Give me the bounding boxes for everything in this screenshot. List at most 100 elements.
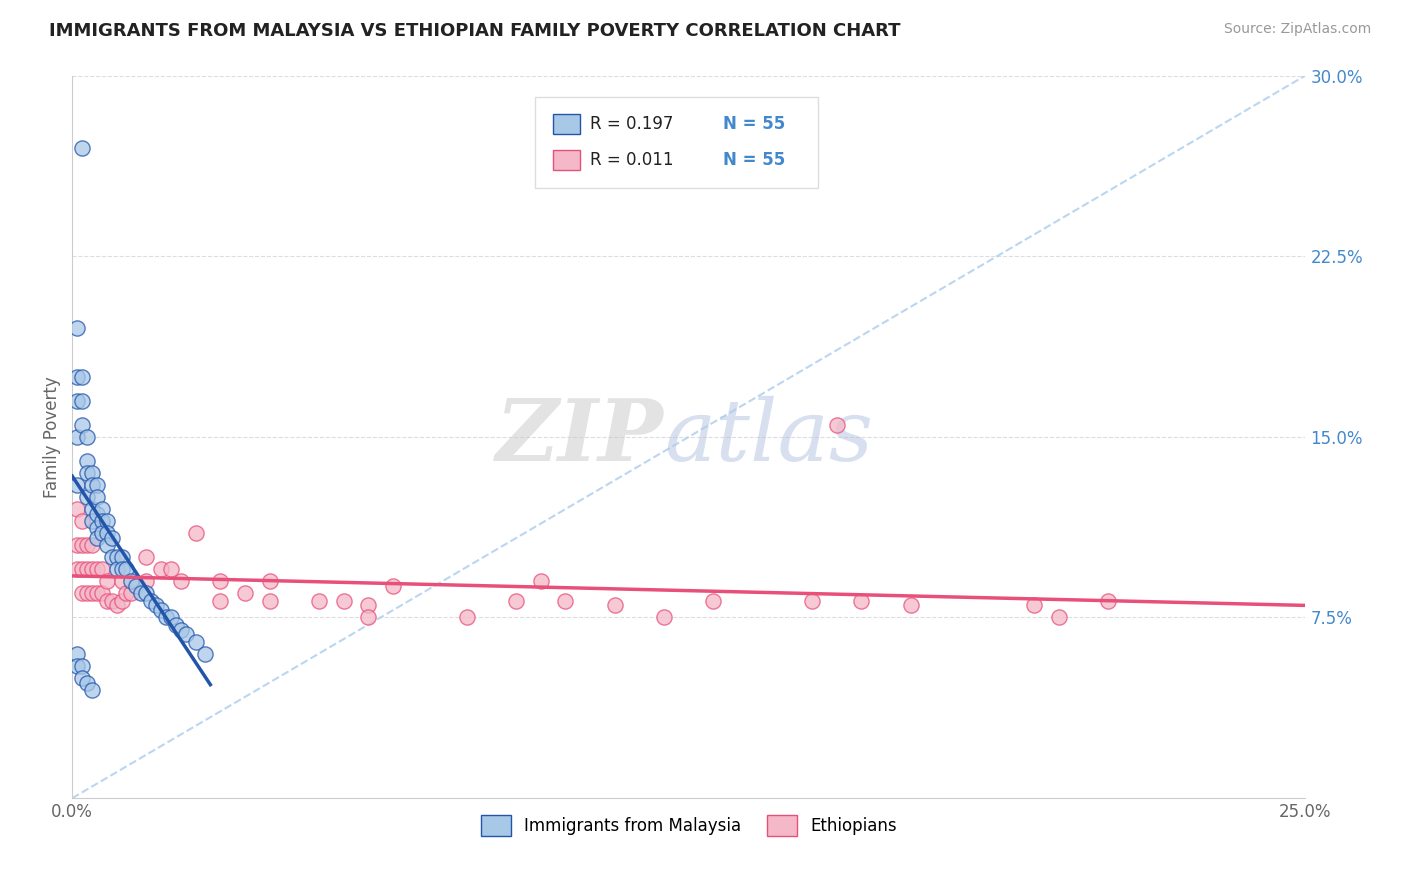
Point (96, 574, 118, 589)
Point (160, 610, 183, 624)
Point (66, 369, 89, 384)
Point (66, 321, 89, 335)
Point (105, 562, 128, 576)
Point (554, 593, 576, 607)
Point (70, 562, 93, 576)
Point (165, 617, 187, 632)
Point (66, 538, 89, 552)
Text: R = 0.011: R = 0.011 (591, 151, 673, 169)
Point (233, 586, 256, 600)
Point (86, 521, 108, 535)
Point (530, 574, 553, 589)
Point (66, 502, 89, 516)
Point (825, 417, 848, 432)
Point (135, 550, 157, 565)
Point (70, 586, 93, 600)
Point (76, 586, 98, 600)
Legend: Immigrants from Malaysia, Ethiopians: Immigrants from Malaysia, Ethiopians (472, 807, 905, 844)
Point (86, 478, 108, 492)
Point (125, 579, 148, 593)
Point (80, 538, 103, 552)
Point (381, 579, 404, 593)
Point (86, 562, 108, 576)
Point (76, 490, 98, 504)
Point (70, 538, 93, 552)
Point (86, 507, 108, 521)
Point (70, 514, 93, 528)
Point (110, 562, 132, 576)
Point (66, 658, 89, 673)
Point (259, 593, 281, 607)
Point (209, 574, 232, 589)
Point (505, 593, 527, 607)
Point (76, 562, 98, 576)
Point (900, 599, 922, 613)
Bar (553, 150, 581, 170)
Point (174, 627, 197, 641)
Point (66, 430, 89, 444)
Point (76, 466, 98, 480)
Point (70, 417, 93, 432)
Point (115, 586, 138, 600)
Point (110, 550, 132, 565)
Point (259, 574, 281, 589)
Point (76, 430, 98, 444)
Point (652, 610, 675, 624)
Point (194, 647, 217, 661)
Point (80, 478, 103, 492)
Point (357, 610, 380, 624)
Point (308, 593, 330, 607)
Point (456, 610, 478, 624)
Text: N = 55: N = 55 (723, 151, 786, 169)
Point (66, 647, 89, 661)
Point (120, 586, 142, 600)
Point (110, 574, 132, 589)
Point (145, 599, 167, 613)
Point (70, 658, 93, 673)
Point (90, 562, 112, 576)
Point (70, 671, 93, 685)
FancyBboxPatch shape (534, 97, 818, 187)
Point (86, 531, 108, 545)
Point (90, 502, 112, 516)
Point (66, 393, 89, 408)
Point (110, 593, 132, 607)
Point (1047, 610, 1070, 624)
Point (801, 593, 824, 607)
Point (96, 593, 118, 607)
Point (76, 454, 98, 468)
Point (96, 538, 118, 552)
Point (66, 562, 89, 576)
Point (80, 502, 103, 516)
Point (80, 466, 103, 480)
Point (90, 586, 112, 600)
Point (332, 593, 354, 607)
Point (80, 514, 103, 528)
Point (105, 599, 128, 613)
Point (209, 593, 232, 607)
Point (170, 574, 193, 589)
Point (90, 514, 112, 528)
Bar (553, 114, 581, 134)
Point (155, 610, 177, 624)
Y-axis label: Family Poverty: Family Poverty (44, 376, 60, 498)
Point (100, 531, 122, 545)
Point (135, 586, 157, 600)
Text: atlas: atlas (664, 395, 873, 478)
Point (129, 586, 152, 600)
Point (70, 369, 93, 384)
Point (80, 586, 103, 600)
Point (135, 574, 157, 589)
Point (66, 478, 89, 492)
Point (96, 514, 118, 528)
Point (86, 490, 108, 504)
Point (1022, 599, 1045, 613)
Point (184, 634, 207, 648)
Point (603, 599, 626, 613)
Point (100, 550, 122, 565)
Point (105, 550, 128, 565)
Point (76, 675, 98, 690)
Point (70, 141, 93, 155)
Text: N = 55: N = 55 (723, 115, 786, 133)
Point (80, 562, 103, 576)
